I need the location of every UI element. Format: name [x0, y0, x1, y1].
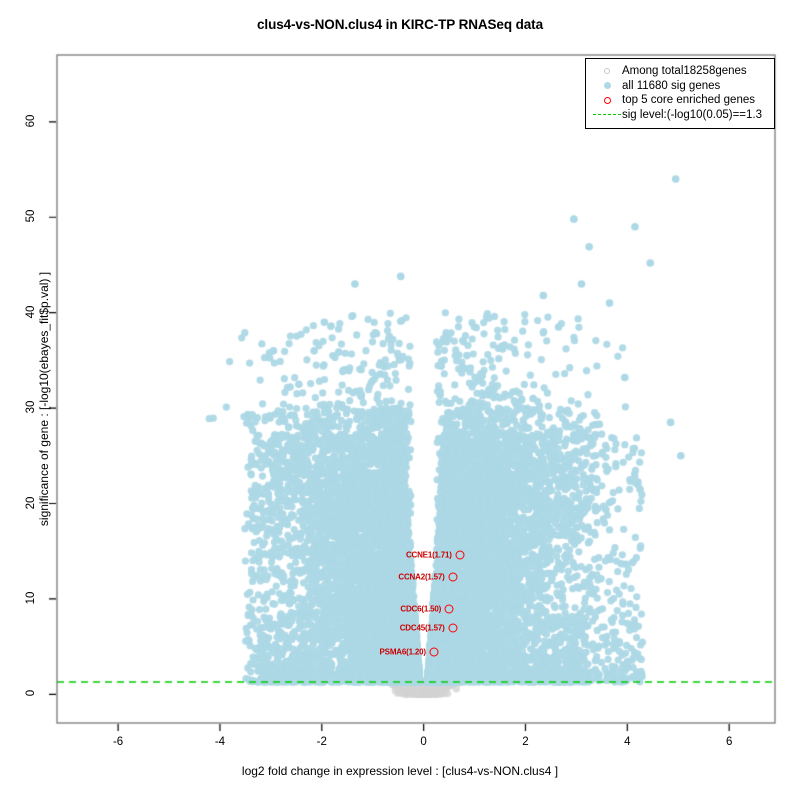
volcano-plot-figure: clus4-vs-NON.clus4 in KIRC-TP RNASeq dat… [0, 0, 800, 800]
scatter-plot-canvas [0, 0, 800, 800]
